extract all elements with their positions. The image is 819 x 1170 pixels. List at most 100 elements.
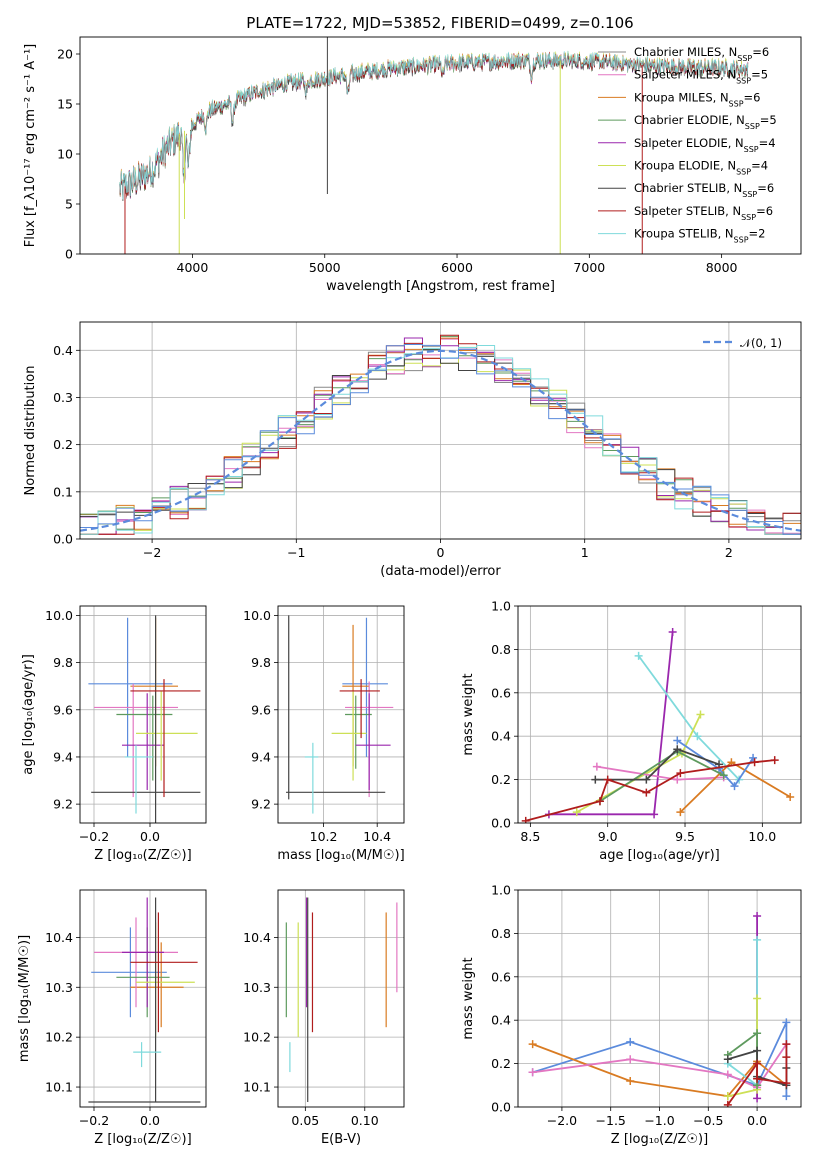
mass_vs_Z-ytick-label: 10.3 xyxy=(45,980,73,995)
legend-label: Salpeter ELODIE, NSSP=4 xyxy=(634,136,776,154)
weight_vs_age-ytick-label: 0.4 xyxy=(491,729,511,744)
axes-frame xyxy=(79,321,802,540)
residuals-ylabel: Normed distribution xyxy=(23,366,38,496)
age_vs_Z-ylabel: age [log₁₀(age/yr)] xyxy=(21,654,36,775)
spectrum-ytick-label: 20 xyxy=(57,47,73,62)
weight-point-marker xyxy=(642,788,651,797)
weight_vs_Z-ytick-label: 0.4 xyxy=(491,1013,511,1028)
residuals-ytick-label: 0.4 xyxy=(53,343,73,358)
residuals-ytick-label: 0.0 xyxy=(53,532,73,547)
weight-point-marker xyxy=(634,651,643,660)
weight-point-marker xyxy=(528,1068,537,1077)
residuals-plot-area xyxy=(80,322,801,539)
weight-point-marker xyxy=(676,769,685,778)
weight_vs_age-xtick-label: 9.5 xyxy=(675,829,695,844)
weight_vs_Z-ytick-label: 0.8 xyxy=(491,926,511,941)
axes-frame xyxy=(79,36,802,255)
age_vs_Z-xlabel: Z [log₁₀(Z/Z☉)] xyxy=(94,848,191,863)
weight-point-marker xyxy=(750,758,759,767)
axes-frame xyxy=(517,889,802,1108)
weight_vs_age-ytick-label: 0.8 xyxy=(491,642,511,657)
weight_vs_age-xtick-label: 8.5 xyxy=(520,829,540,844)
weight-point-marker xyxy=(673,745,682,754)
weight-point-marker xyxy=(730,782,739,791)
spectrum-ytick-label: 0 xyxy=(65,247,73,262)
mass_vs_Z-ylabel: mass [log₁₀(M/M☉)] xyxy=(17,935,32,1062)
legend-label: Kroupa ELODIE, NSSP=4 xyxy=(634,159,768,177)
axes-frame xyxy=(277,889,405,1108)
axes-frame xyxy=(79,889,207,1108)
age_vs_mass-plot-area xyxy=(278,606,404,823)
spectrum-xtick-label: 4000 xyxy=(177,260,209,275)
age_vs_Z-xtick-label: 0.0 xyxy=(140,829,160,844)
legend-label: Salpeter STELIB, NSSP=6 xyxy=(634,204,773,222)
age_vs_mass-ytick-label: 10.0 xyxy=(243,608,271,623)
weight-point-marker xyxy=(782,1092,791,1101)
spectrum-xtick-label: 8000 xyxy=(706,260,738,275)
weight-point-marker xyxy=(572,808,581,817)
age_vs_Z-ytick-label: 9.2 xyxy=(53,797,73,812)
panel-weight_vs_age: 8.5 9.0 9.5 10.0 0.0 0.2 0.4 0.6 0.8 1.0 age [log₁… xyxy=(461,599,802,863)
mass_vs_Z-xtick-label: −0.2 xyxy=(79,1113,109,1128)
legend-label: 𝒩(0, 1) xyxy=(740,336,782,350)
ebv-ytick-label: 10.4 xyxy=(243,930,271,945)
age_vs_mass-ytick-label: 9.4 xyxy=(251,749,271,764)
ebv-xlabel: E(B-V) xyxy=(321,1132,361,1147)
weight-point-marker xyxy=(753,1059,762,1068)
age_vs_Z-ytick-label: 9.4 xyxy=(53,749,73,764)
weight_vs_Z-plot-area xyxy=(518,890,801,1107)
residuals-ytick-label: 0.2 xyxy=(53,437,73,452)
weight-point-marker xyxy=(782,1018,791,1027)
weight_vs_age-xlabel: age [log₁₀(age/yr)] xyxy=(599,848,720,863)
weight-point-marker xyxy=(770,756,779,765)
weight_vs_Z-xtick-label: −0.5 xyxy=(693,1113,723,1128)
weight-point-marker xyxy=(786,792,795,801)
ebv-ytick-label: 10.3 xyxy=(243,980,271,995)
weight-point-marker xyxy=(753,1029,762,1038)
mass_vs_Z-ytick-label: 10.2 xyxy=(45,1030,73,1045)
weight_vs_Z-xtick-label: −2.0 xyxy=(547,1113,577,1128)
age_vs_Z-ytick-label: 9.6 xyxy=(53,702,73,717)
ebv-xtick-label: 0.05 xyxy=(291,1113,319,1128)
age_vs_Z-ytick-label: 9.8 xyxy=(53,655,73,670)
axes-frame xyxy=(79,605,207,824)
weight_vs_age-xtick-label: 9.0 xyxy=(598,829,618,844)
legend-label: Chabrier MILES, NSSP=6 xyxy=(634,45,769,63)
weight-point-marker xyxy=(753,994,762,1003)
spectrum-plot-area xyxy=(119,37,749,254)
spectrum-xtick-label: 5000 xyxy=(309,260,341,275)
weight_vs_Z-ytick-label: 1.0 xyxy=(491,883,511,898)
weight_vs_Z-ylabel: mass weight xyxy=(461,957,476,1039)
weight_vs_age-ytick-label: 0.2 xyxy=(491,772,511,787)
spectrum-xlabel: wavelength [Angstrom, rest frame] xyxy=(326,279,555,294)
age_vs_mass-xtick-label: 10.4 xyxy=(363,829,391,844)
panel-age_vs_Z: −0.2 0.0 9.2 9.4 9.6 9.8 10.0 Z [log₁₀(Z/Z☉)] ag… xyxy=(21,605,207,863)
weight-point-marker xyxy=(650,810,659,819)
weight-point-marker xyxy=(719,771,728,780)
weight-point-marker xyxy=(696,710,705,719)
weight_vs_age-ytick-label: 0.6 xyxy=(491,685,511,700)
ebv-xtick-label: 0.10 xyxy=(351,1113,379,1128)
ebv-plot-area xyxy=(278,890,404,1107)
panel-residuals: −2 −1 0 1 2 0.0 0.1 0.2 0.3 0.4 (data-model)/error… xyxy=(23,321,802,579)
mass_vs_Z-plot-area xyxy=(80,890,206,1107)
weight_vs_Z-xtick-label: −1.0 xyxy=(644,1113,674,1128)
normal-curve xyxy=(80,349,801,532)
weight_vs_Z-xtick-label: −1.5 xyxy=(596,1113,626,1128)
legend-label: Chabrier STELIB, NSSP=6 xyxy=(634,181,774,199)
age_vs_Z-ytick-label: 10.0 xyxy=(45,608,73,623)
weight_vs_age-ylabel: mass weight xyxy=(461,673,476,755)
panel-mass_vs_Z: −0.2 0.0 10.1 10.2 10.3 10.4 Z [log₁₀(Z/Z☉)] ma… xyxy=(17,889,207,1147)
age_vs_mass-ytick-label: 9.8 xyxy=(251,655,271,670)
weight_vs_Z-ytick-label: 0.0 xyxy=(491,1100,511,1115)
residuals-xtick-label: 2 xyxy=(725,545,733,560)
spectrum-ylabel: Flux [f_λ10⁻¹⁷ erg cm⁻² s⁻¹ A⁻¹] xyxy=(23,44,38,248)
residuals-xtick-label: −2 xyxy=(143,545,161,560)
weight-point-marker xyxy=(595,797,604,806)
weight_vs_Z-ytick-label: 0.6 xyxy=(491,969,511,984)
ebv-ytick-label: 10.2 xyxy=(243,1030,271,1045)
residuals-xtick-label: 0 xyxy=(437,545,445,560)
residual-histogram xyxy=(80,334,801,535)
legend-label: Salpeter MILES, NSSP=5 xyxy=(634,68,768,86)
